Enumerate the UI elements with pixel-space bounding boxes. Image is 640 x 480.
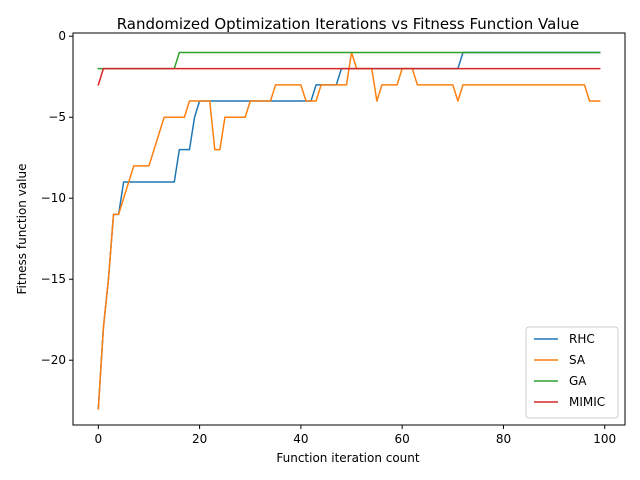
series-layer: [97, 51, 601, 410]
x-tick-label: 40: [293, 432, 308, 446]
series-line-sa: [97, 51, 601, 410]
chart-title: Randomized Optimization Iterations vs Fi…: [117, 15, 580, 33]
y-axis-label: Fitness function value: [15, 164, 29, 295]
x-tick-label: 80: [496, 432, 511, 446]
series-line-mimic: [97, 67, 601, 86]
x-axis-label: Function iteration count: [276, 451, 420, 465]
y-tick-label: −10: [41, 191, 66, 205]
plot-frame: [72, 32, 626, 426]
y-tick-label: 0: [58, 29, 66, 43]
x-tick-label: 20: [192, 432, 207, 446]
legend-label-rhc: RHC: [569, 332, 595, 346]
y-tick-label: −15: [41, 272, 66, 286]
x-tick-label: 100: [593, 432, 616, 446]
legend-label-mimic: MIMIC: [569, 395, 605, 409]
legend-box: [525, 326, 619, 419]
axes-layer: 0 20 40 60 80 100 0 −5 −10 −15 −20: [41, 29, 626, 446]
y-tick-label: −20: [41, 353, 66, 367]
legend: RHC SA GA MIMIC: [525, 326, 619, 419]
y-tick-label: −5: [48, 110, 66, 124]
x-tick-label: 60: [395, 432, 410, 446]
x-tick-label: 0: [95, 432, 103, 446]
legend-label-ga: GA: [569, 374, 587, 388]
legend-label-sa: SA: [569, 353, 586, 367]
